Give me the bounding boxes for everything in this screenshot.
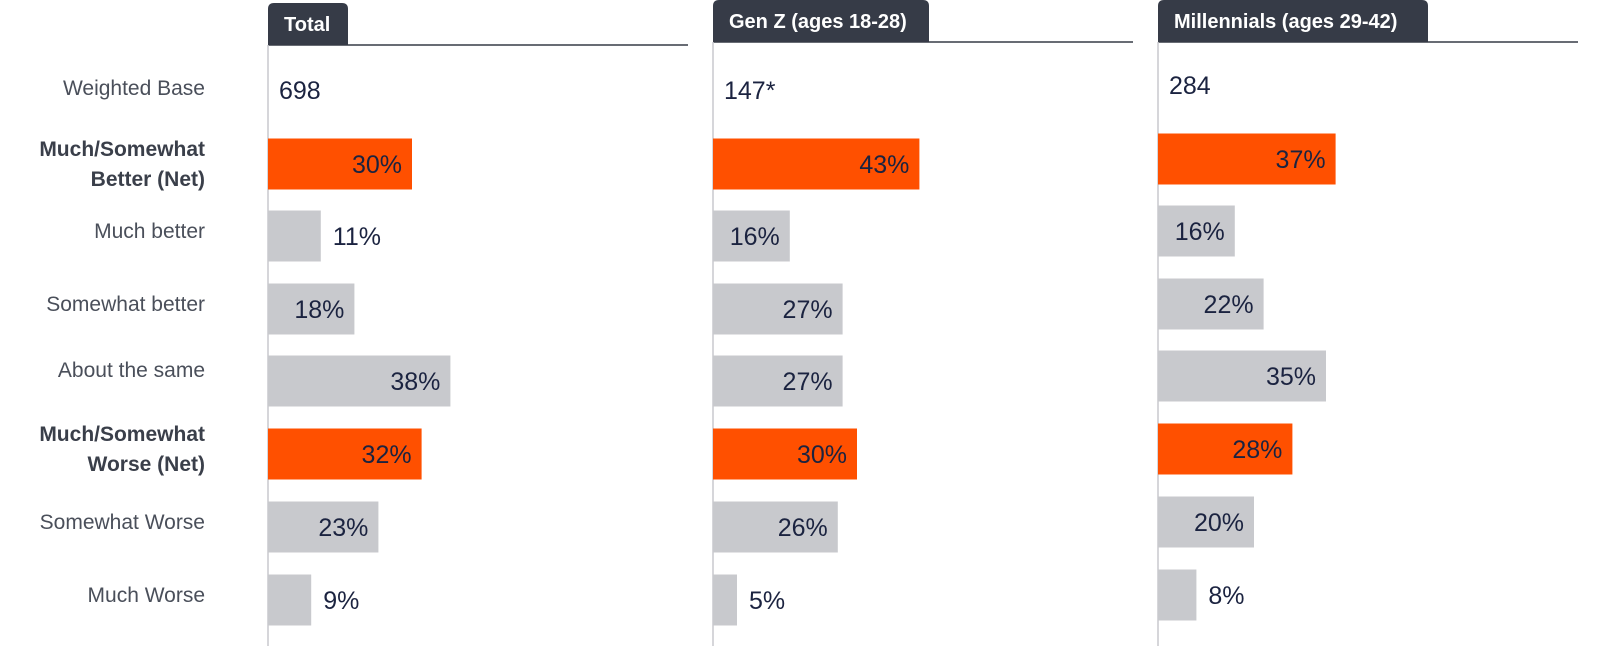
data-label-gen-z-ages-18-28-much-somewhat-worse-net: 30%	[797, 441, 847, 469]
data-label-total-much-somewhat-worse-net: 32%	[362, 441, 412, 469]
data-label-gen-z-ages-18-28-somewhat-worse: 26%	[778, 514, 828, 542]
row-label-much-better: Much better	[94, 220, 205, 243]
row-label-much-somewhat-better-net: Much/Somewhat Better (Net)	[39, 138, 205, 191]
row-label-line: Much/Somewhat	[39, 423, 205, 446]
data-label-millennials-ages-29-42-much-somewhat-worse-net: 28%	[1232, 436, 1282, 464]
weighted-base-value-gen-z-ages-18-28: 147*	[724, 77, 776, 105]
bar-gen-z-ages-18-28-much-somewhat-worse-net	[713, 428, 857, 480]
data-label-millennials-ages-29-42-somewhat-worse: 20%	[1194, 509, 1244, 537]
row-label-much-worse: Much Worse	[88, 584, 205, 607]
bar-total-much-somewhat-worse-net	[268, 428, 422, 480]
data-label-total-somewhat-worse: 23%	[318, 514, 368, 542]
row-label-much-somewhat-worse-net: Much/Somewhat Worse (Net)	[39, 423, 205, 476]
data-label-gen-z-ages-18-28-much-better: 16%	[730, 223, 780, 251]
data-label-total-much-worse: 9%	[323, 587, 359, 615]
bar-gen-z-ages-18-28-much-somewhat-better-net	[713, 138, 920, 190]
row-label-about-the-same: About the same	[58, 359, 205, 382]
data-label-millennials-ages-29-42-somewhat-better: 22%	[1204, 291, 1254, 319]
panel-tab-total	[268, 3, 348, 45]
bar-total-somewhat-worse	[268, 501, 379, 553]
bar-millennials-ages-29-42-much-somewhat-better-net	[1158, 133, 1336, 185]
bar-gen-z-ages-18-28-somewhat-worse	[713, 501, 838, 553]
row-label-line: Much/Somewhat	[39, 138, 205, 161]
bar-millennials-ages-29-42-much-worse	[1158, 569, 1197, 621]
bar-millennials-ages-29-42-much-somewhat-worse-net	[1158, 423, 1293, 475]
bar-total-much-better	[268, 210, 321, 262]
panel-tab-millennials-ages-29-42	[1158, 0, 1428, 42]
bar-total-much-worse	[268, 574, 312, 626]
bar-millennials-ages-29-42-somewhat-worse	[1158, 496, 1254, 548]
row-label-line: Worse (Net)	[88, 453, 205, 476]
bar-millennials-ages-29-42-much-better	[1158, 205, 1235, 257]
bar-millennials-ages-29-42-about-the-same	[1158, 350, 1326, 402]
data-label-millennials-ages-29-42-much-better: 16%	[1175, 218, 1225, 246]
bar-gen-z-ages-18-28-somewhat-better	[713, 283, 843, 335]
panel-title-millennials-ages-29-42: Millennials (ages 29-42)	[1174, 11, 1397, 33]
data-label-gen-z-ages-18-28-somewhat-better: 27%	[783, 296, 833, 324]
data-label-total-somewhat-better: 18%	[294, 296, 344, 324]
bar-total-about-the-same	[268, 355, 451, 407]
data-label-total-much-somewhat-better-net: 30%	[352, 151, 402, 179]
bar-total-somewhat-better	[268, 283, 355, 335]
bar-gen-z-ages-18-28-much-better	[713, 210, 790, 262]
data-label-gen-z-ages-18-28-much-worse: 5%	[749, 587, 785, 615]
row-label-line: Better (Net)	[91, 168, 205, 191]
data-label-gen-z-ages-18-28-much-somewhat-better-net: 43%	[859, 151, 909, 179]
row-label-somewhat-better: Somewhat better	[46, 293, 205, 316]
bar-gen-z-ages-18-28-about-the-same	[713, 355, 843, 407]
panel-title-gen-z-ages-18-28: Gen Z (ages 18-28)	[729, 11, 907, 33]
weighted-base-value-millennials-ages-29-42: 284	[1169, 72, 1211, 100]
data-label-millennials-ages-29-42-about-the-same: 35%	[1266, 363, 1316, 391]
panel-title-total: Total	[284, 14, 330, 36]
weighted-base-value-total: 698	[279, 77, 321, 105]
row-label-somewhat-worse: Somewhat Worse	[40, 511, 205, 534]
data-label-total-much-better: 11%	[333, 223, 381, 251]
panel-tab-gen-z-ages-18-28	[713, 0, 929, 42]
bar-total-much-somewhat-better-net	[268, 138, 412, 190]
data-label-millennials-ages-29-42-much-worse: 8%	[1208, 582, 1244, 610]
bar-gen-z-ages-18-28-much-worse	[713, 574, 737, 626]
bar-millennials-ages-29-42-somewhat-better	[1158, 278, 1264, 330]
row-label-weighted-base: Weighted Base	[63, 77, 205, 100]
data-label-total-about-the-same: 38%	[390, 368, 440, 396]
data-label-gen-z-ages-18-28-about-the-same: 27%	[783, 368, 833, 396]
data-label-millennials-ages-29-42-much-somewhat-better-net: 37%	[1276, 146, 1326, 174]
